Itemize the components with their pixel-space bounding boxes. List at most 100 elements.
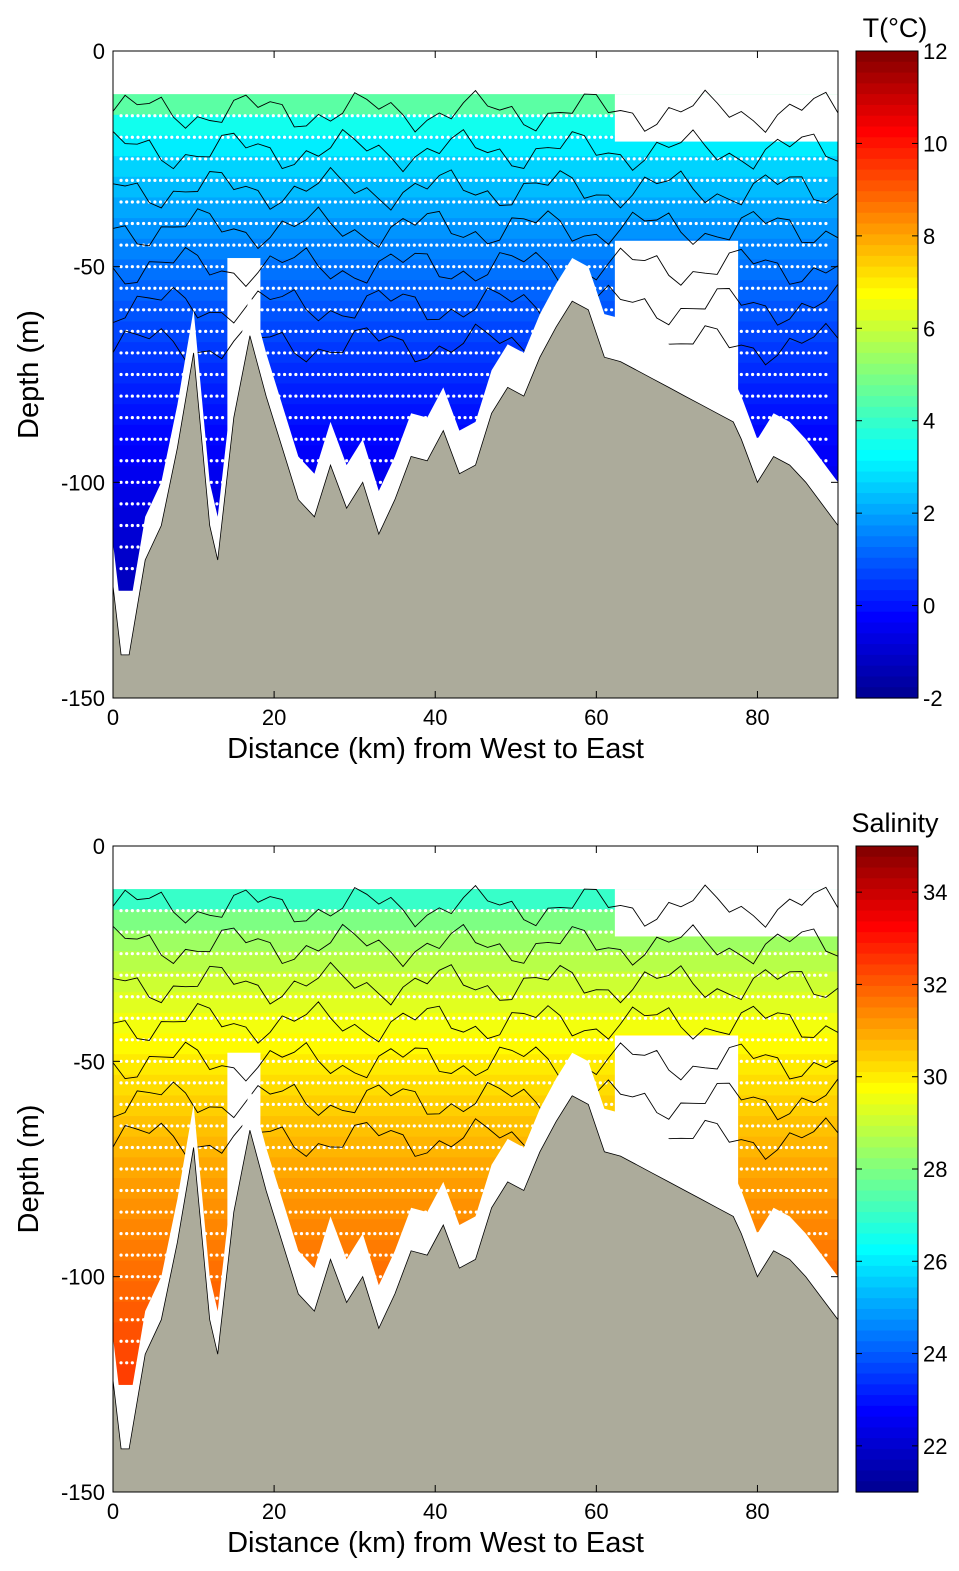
sample-point: [350, 909, 354, 913]
sample-point: [125, 394, 129, 398]
sample-point: [508, 114, 512, 118]
sample-point: [209, 329, 213, 333]
sample-point: [446, 1016, 450, 1020]
sample-point: [339, 286, 343, 290]
sample-point: [390, 459, 394, 463]
sample-point: [429, 1016, 433, 1020]
sample-point: [125, 1102, 129, 1106]
sample-point: [525, 1081, 529, 1085]
sample-point: [717, 973, 721, 977]
sample-point: [553, 157, 557, 161]
sample-point: [271, 1145, 275, 1150]
sample-point: [198, 1102, 202, 1106]
sample-point: [796, 157, 800, 161]
colorbar-segment: [856, 288, 918, 300]
sample-point: [384, 1016, 388, 1020]
sample-point: [463, 329, 467, 333]
sample-point: [519, 952, 524, 956]
sample-point: [418, 1188, 422, 1193]
sample-point: [672, 995, 676, 999]
sample-point: [452, 157, 456, 161]
sample-point: [514, 909, 518, 913]
sample-point: [485, 973, 490, 977]
sample-point: [373, 221, 377, 226]
sample-point: [813, 243, 817, 247]
sample-point: [322, 952, 326, 956]
sample-point: [694, 221, 698, 226]
sample-point: [457, 351, 461, 355]
sample-point: [525, 329, 529, 333]
sample-point: [158, 1188, 163, 1193]
sample-point: [440, 1059, 445, 1063]
sample-point: [497, 995, 501, 999]
sample-point: [147, 480, 151, 484]
sample-point: [598, 952, 602, 956]
sample-point: [311, 286, 315, 290]
colorbar-segment: [856, 665, 918, 678]
colorbar-segment: [856, 1265, 918, 1278]
sample-point: [333, 930, 337, 934]
sample-point: [147, 1210, 151, 1214]
sample-point: [610, 952, 614, 956]
sample-point: [655, 1016, 659, 1020]
sample-point: [158, 394, 163, 398]
sample-point: [192, 1081, 196, 1085]
sample-point: [311, 995, 315, 999]
sample-point: [170, 995, 174, 999]
sample-point: [305, 1188, 309, 1193]
sample-point: [559, 114, 563, 118]
sample-point: [655, 973, 659, 977]
sample-point: [751, 995, 755, 999]
sample-point: [271, 265, 275, 269]
sample-point: [125, 930, 129, 934]
sample-point: [294, 308, 298, 312]
sample-point: [170, 157, 174, 161]
sample-point: [756, 394, 760, 398]
sample-point: [751, 1188, 755, 1193]
sample-point: [491, 351, 495, 355]
sample-point: [311, 178, 315, 182]
sample-point: [779, 1167, 783, 1171]
sample-point: [367, 1102, 371, 1106]
sample-point: [288, 394, 292, 398]
colorbar-segment: [856, 867, 918, 879]
sample-point: [378, 1188, 383, 1193]
sample-point: [784, 1124, 789, 1128]
sample-point: [204, 1081, 208, 1085]
sample-point: [767, 286, 772, 290]
sample-point: [604, 1038, 608, 1042]
sample-point: [610, 1016, 614, 1020]
sample-point: [469, 1145, 473, 1150]
sample-point: [333, 952, 337, 956]
sample-point: [209, 1188, 213, 1193]
sample-point: [497, 114, 501, 118]
sample-point: [215, 480, 219, 484]
sample-point: [130, 394, 134, 398]
sample-point: [175, 1188, 180, 1193]
sample-point: [429, 394, 433, 398]
sample-point: [824, 909, 828, 913]
sample-point: [299, 1145, 304, 1150]
sample-point: [604, 178, 608, 182]
sample-point: [525, 1124, 529, 1128]
sample-point: [457, 416, 461, 420]
colorbar-segment: [856, 611, 918, 624]
sample-point: [198, 135, 202, 139]
sample-point: [175, 1038, 180, 1042]
sample-point: [469, 372, 473, 377]
sample-point: [220, 351, 225, 355]
sample-point: [593, 114, 597, 118]
sample-point: [164, 221, 168, 226]
sample-point: [350, 178, 354, 182]
sample-point: [237, 178, 242, 182]
sample-point: [435, 1167, 439, 1171]
sample-point: [610, 157, 614, 161]
colorbar-box: [855, 50, 919, 699]
sample-point: [660, 952, 664, 956]
sample-point: [542, 973, 546, 977]
sample-point: [158, 1210, 163, 1214]
sample-point: [136, 480, 140, 484]
sample-point: [423, 308, 428, 312]
sample-point: [153, 243, 157, 247]
sample-point: [316, 372, 321, 377]
